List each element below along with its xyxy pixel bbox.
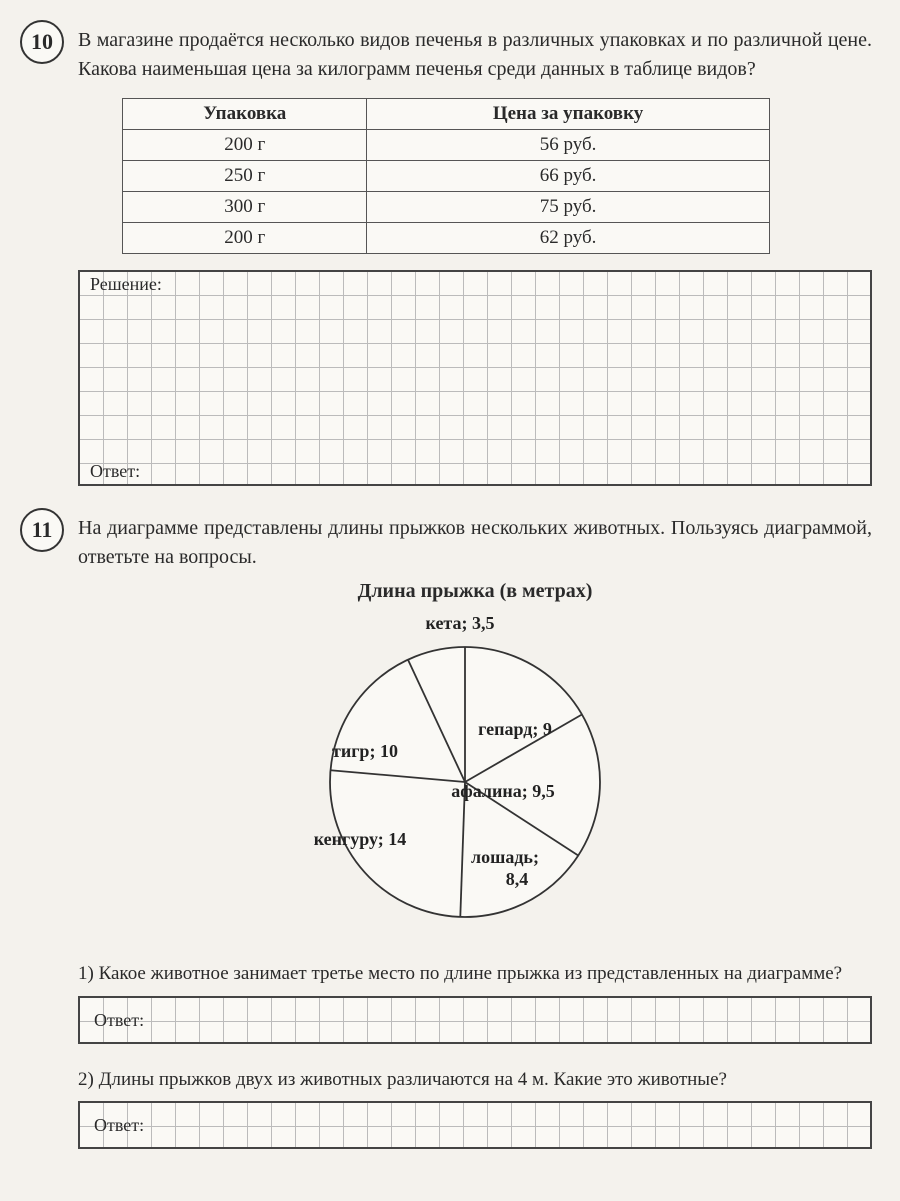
answer-label: Ответ: [90,1010,148,1031]
answer-grid-1[interactable]: Ответ: [78,996,872,1044]
table-row: 200 г56 руб. [123,130,770,161]
answer-label: Ответ: [90,1115,148,1136]
problem-text: На диаграмме представлены длины прыжков … [78,508,872,572]
svg-text:8,4: 8,4 [506,869,529,889]
pie-slice-label: афалина; 9,5 [451,781,554,801]
answer-label: Ответ: [86,461,144,482]
pie-chart-block: Длина прыжка (в метрах) гепард; 9 афалина… [78,580,872,942]
pie-slice-label: тигр; 10 [332,741,398,761]
chart-title: Длина прыжка (в метрах) [78,580,872,603]
answer-grid-2[interactable]: Ответ: [78,1101,872,1149]
problem-10-table: УпаковкаЦена за упаковку200 г56 руб.250 … [122,98,770,254]
pie-slice-label: гепард; 9 [478,719,552,739]
problem-number-badge: 10 [20,20,64,64]
pie-chart-svg: гепард; 9 афалина; 9,5 лошадь;8,4 кенгуру; … [265,607,685,937]
table-cell: 62 руб. [367,223,769,254]
pie-slice-label: кенгуру; 14 [314,829,407,849]
table-header: Цена за упаковку [367,99,769,130]
problem-number-badge: 11 [20,508,64,552]
solution-label: Решение: [86,274,166,295]
table-cell: 300 г [123,192,367,223]
subquestion-2: 2) Длины прыжков двух из животных различ… [78,1066,872,1094]
table-cell: 56 руб. [367,130,769,161]
table-cell: 200 г [123,223,367,254]
table-cell: 66 руб. [367,161,769,192]
pie-external-label: кета; 3,5 [426,613,495,633]
problem-11: 11 На диаграмме представлены длины прыжк… [20,508,872,572]
table-header: Упаковка [123,99,367,130]
pie-slice-label: лошадь; [471,847,539,867]
table-cell: 75 руб. [367,192,769,223]
problem-text: В магазине продаётся несколько видов печ… [78,20,872,84]
solution-grid[interactable]: Решение: Ответ: [78,270,872,486]
table-cell: 250 г [123,161,367,192]
problem-10: 10 В магазине продаётся несколько видов … [20,20,872,84]
subquestion-1: 1) Какое животное занимает третье место … [78,960,872,988]
table-row: 250 г66 руб. [123,161,770,192]
table-cell: 200 г [123,130,367,161]
table-row: 200 г62 руб. [123,223,770,254]
table-row: 300 г75 руб. [123,192,770,223]
